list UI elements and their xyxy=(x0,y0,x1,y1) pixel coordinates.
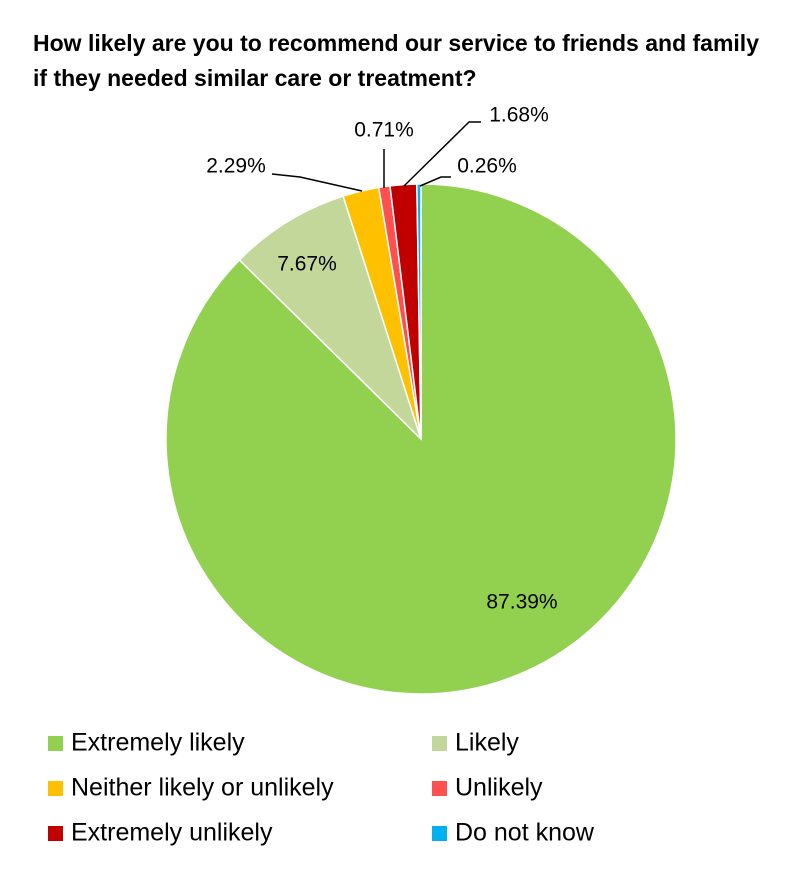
legend-swatch xyxy=(48,826,63,841)
pie-slice xyxy=(165,183,677,695)
legend-swatch xyxy=(432,826,447,841)
pie-slice xyxy=(416,183,422,440)
legend-label: Neither likely or unlikely xyxy=(71,774,334,802)
legend-label: Unlikely xyxy=(455,774,543,802)
legend-label: Likely xyxy=(455,729,519,757)
leader-line xyxy=(271,173,363,192)
legend-swatch xyxy=(48,736,63,751)
data-label: 1.68% xyxy=(489,104,549,127)
legend-label: Do not know xyxy=(455,819,595,847)
pie-slice xyxy=(238,195,422,440)
legend-label: Extremely unlikely xyxy=(71,819,273,847)
data-label: 0.26% xyxy=(457,155,517,178)
data-label: 2.29% xyxy=(206,155,266,178)
legend-label: Extremely likely xyxy=(71,729,245,757)
data-label: 87.39% xyxy=(486,591,557,614)
data-label: 7.67% xyxy=(277,253,337,276)
leader-line xyxy=(419,176,451,187)
leader-line xyxy=(403,121,481,187)
legend-swatch xyxy=(432,781,447,796)
legend-swatch xyxy=(48,781,63,796)
legend-swatch xyxy=(432,736,447,751)
chart-title: How likely are you to recommend our serv… xyxy=(33,30,759,91)
data-label: 0.71% xyxy=(354,119,414,142)
